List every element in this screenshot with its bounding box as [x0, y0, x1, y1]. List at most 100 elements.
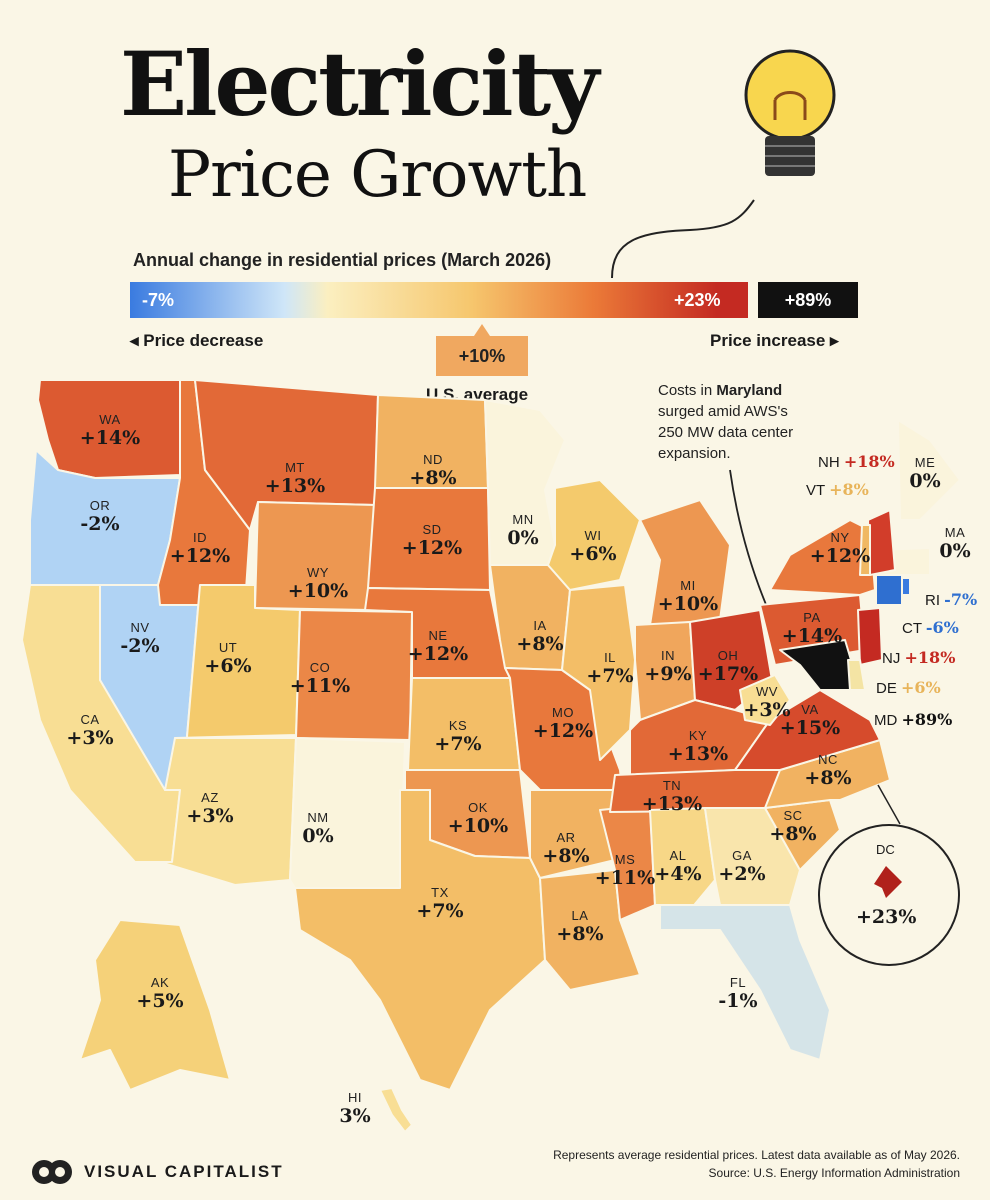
state-value: +8% [556, 923, 604, 945]
brand-name: VISUAL CAPITALIST [84, 1162, 284, 1181]
side-label-md: MD +89% [874, 710, 952, 729]
state-abbr: UT [218, 640, 238, 655]
annotation-prefix: Costs in [658, 382, 717, 399]
average-value: +10% [436, 336, 528, 376]
state-label-oh: OH +17% [698, 648, 758, 685]
state-abbr: GA [732, 848, 752, 863]
state-abbr: KY [688, 728, 708, 743]
state-abbr: WA [99, 412, 121, 427]
small-state-shape [901, 577, 911, 596]
state-abbr: SC [783, 808, 803, 823]
side-label-nj: NJ +18% [882, 648, 955, 667]
state-value: +17% [697, 663, 759, 685]
side-abbr: RI [925, 592, 940, 609]
state-abbr: IA [533, 618, 547, 633]
brand-logo: VISUAL CAPITALIST [30, 1158, 284, 1186]
state-value: +12% [532, 720, 594, 742]
state-label-fl: FL -1% [718, 975, 757, 1012]
side-abbr: DE [876, 680, 897, 697]
state-value: +3% [66, 727, 114, 749]
state-value: 0% [909, 470, 941, 492]
state-value: +14% [79, 427, 141, 449]
state-value: +6% [204, 655, 252, 677]
state-abbr: MA [944, 525, 966, 540]
state-abbr: WI [584, 528, 602, 543]
state-label-ks: KS +7% [434, 718, 481, 755]
state-value: +12% [401, 537, 463, 559]
state-label-hi: HI 3% [339, 1090, 370, 1127]
side-value: +89% [901, 710, 953, 729]
state-me [897, 419, 961, 521]
state-value: -2% [120, 635, 160, 657]
state-value: +11% [594, 867, 656, 889]
small-state-shape [847, 659, 866, 691]
dc-value: +23% [856, 906, 917, 928]
state-value: +8% [804, 767, 852, 789]
state-abbr: MT [285, 460, 305, 475]
state-label-pa: PA +14% [782, 610, 842, 647]
state-abbr: WY [307, 565, 329, 580]
state-label-al: AL +4% [654, 848, 701, 885]
state-label-ar: AR +8% [542, 830, 589, 867]
state-value: +10% [657, 593, 719, 615]
state-label-ma: MA 0% [939, 525, 970, 562]
legend-outlier-label: +89% [758, 282, 858, 318]
dc-shape [874, 866, 902, 898]
legend-decrease-label: ◂ Price decrease [130, 331, 264, 350]
state-label-ms: MS +11% [595, 852, 655, 889]
side-value: -7% [944, 590, 978, 609]
state-label-nd: ND +8% [409, 452, 456, 489]
side-value: +18% [904, 648, 956, 667]
state-value: 0% [939, 540, 971, 562]
state-value: +8% [542, 845, 590, 867]
state-label-nv: NV -2% [120, 620, 159, 657]
state-abbr: WV [756, 684, 778, 699]
state-abbr: AZ [201, 790, 219, 805]
state-abbr: OR [89, 498, 111, 513]
state-abbr: ME [914, 455, 936, 470]
state-hi [379, 1087, 413, 1133]
state-label-ny: NY +12% [810, 530, 870, 567]
state-abbr: FL [729, 975, 747, 990]
title-line2: Price Growth [168, 138, 587, 212]
state-value: +6% [569, 543, 617, 565]
side-label-de: DE +6% [876, 678, 941, 697]
state-abbr: LA [571, 908, 589, 923]
state-value: +14% [781, 625, 843, 647]
annotation-text: surged amid AWS's 250 MW data center exp… [658, 403, 794, 462]
side-value: +6% [901, 678, 941, 697]
legend-max-label: +23% [674, 290, 721, 310]
state-label-wa: WA +14% [80, 412, 140, 449]
state-abbr: CA [80, 712, 100, 727]
state-label-sc: SC +8% [769, 808, 816, 845]
state-abbr: OH [717, 648, 739, 663]
state-abbr: MS [614, 852, 636, 867]
legend-gradient-bar [130, 282, 748, 318]
state-abbr: MN [512, 512, 534, 527]
small-state-shape [779, 639, 861, 691]
side-label-nh: NH +18% [818, 452, 895, 471]
state-label-va: VA +15% [780, 702, 840, 739]
state-label-tx: TX +7% [416, 885, 463, 922]
subtitle: Annual change in residential prices (Mar… [133, 250, 552, 270]
small-state-shape [857, 607, 883, 666]
state-ar [529, 789, 621, 879]
side-abbr: NJ [882, 650, 901, 667]
state-label-mo: MO +12% [533, 705, 593, 742]
state-label-ga: GA +2% [718, 848, 765, 885]
state-abbr: NE [428, 628, 448, 643]
footnote-line1: Represents average residential prices. L… [553, 1148, 960, 1162]
state-value: +8% [516, 633, 564, 655]
state-value: +10% [447, 815, 509, 837]
state-tx [294, 789, 546, 1091]
state-abbr: IN [660, 648, 675, 663]
state-label-ok: OK +10% [448, 800, 508, 837]
state-ak [79, 919, 231, 1091]
state-value: +13% [641, 793, 703, 815]
state-label-me: ME 0% [909, 455, 940, 492]
small-state-shape [859, 524, 871, 576]
state-value: +12% [169, 545, 231, 567]
state-label-ky: KY +13% [668, 728, 728, 765]
state-abbr: AL [669, 848, 687, 863]
state-value: +13% [667, 743, 729, 765]
